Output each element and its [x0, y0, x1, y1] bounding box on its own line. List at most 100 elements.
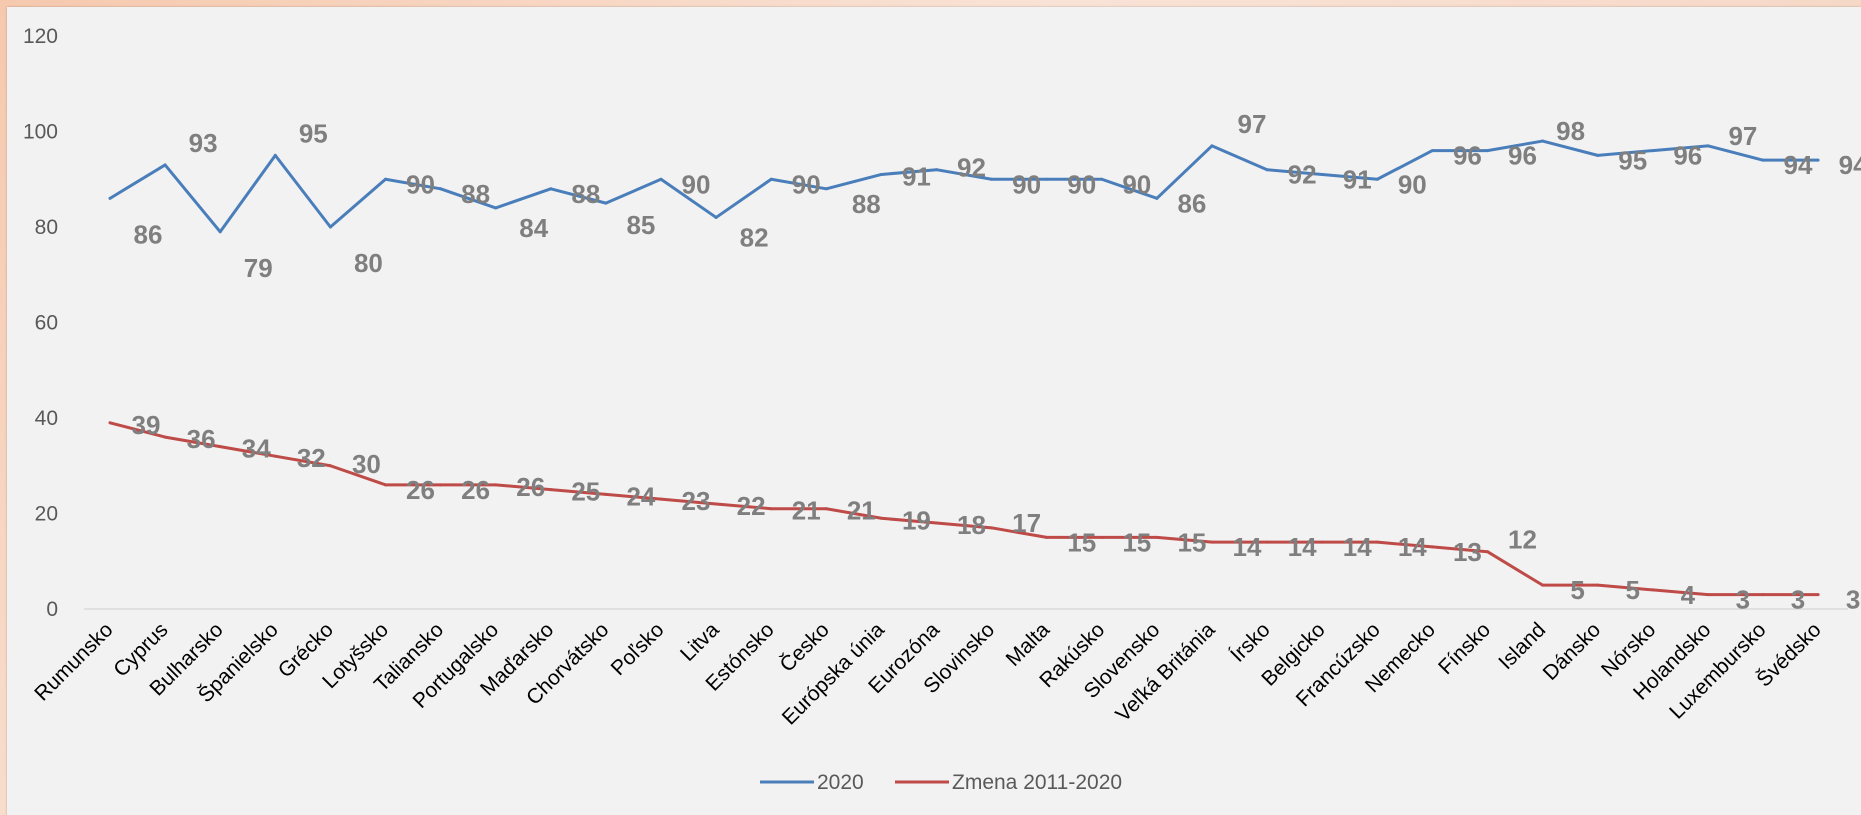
- data-point: [163, 435, 167, 439]
- x-tick-label: Veľká Británia: [1111, 618, 1219, 726]
- data-label: 21: [847, 496, 876, 526]
- data-point: [1210, 144, 1214, 148]
- data-label: 93: [189, 128, 218, 158]
- x-tick-label: Rumunsko: [30, 618, 117, 705]
- data-label: 17: [1012, 508, 1041, 538]
- data-point: [714, 502, 718, 506]
- data-label: 88: [461, 179, 490, 209]
- data-point: [1265, 540, 1269, 544]
- data-point: [824, 507, 828, 511]
- data-point: [273, 153, 277, 157]
- x-tick-label: Írsko: [1226, 618, 1274, 666]
- data-point: [1651, 149, 1655, 153]
- data-point: [1210, 540, 1214, 544]
- data-point: [769, 177, 773, 181]
- data-point: [1486, 550, 1489, 554]
- data-label: 15: [1122, 527, 1151, 557]
- data-label: 79: [244, 253, 273, 283]
- data-label: 94: [1839, 150, 1861, 180]
- data-point: [1320, 540, 1324, 544]
- data-label: 95: [299, 118, 328, 148]
- data-label: 90: [406, 169, 435, 199]
- data-point: [1375, 177, 1379, 181]
- data-point: [1651, 588, 1655, 592]
- data-label: 32: [297, 443, 326, 473]
- data-label: 90: [682, 169, 711, 199]
- data-point: [273, 454, 277, 458]
- data-label: 91: [1343, 164, 1372, 194]
- legend-label: 2020: [817, 771, 864, 794]
- data-point: [1706, 593, 1710, 597]
- data-point: [714, 215, 718, 219]
- data-point: [1265, 168, 1269, 172]
- x-tick-label: Luxembursko: [1665, 618, 1770, 723]
- data-label: 12: [1508, 525, 1537, 555]
- data-label: 30: [352, 449, 381, 479]
- data-point: [1100, 535, 1104, 539]
- data-label: 88: [852, 189, 881, 219]
- data-label: 92: [957, 153, 986, 183]
- data-label: 85: [626, 210, 655, 240]
- data-point: [1541, 583, 1545, 587]
- data-point: [108, 196, 112, 200]
- data-point: [1045, 535, 1049, 539]
- y-tick-label: 0: [46, 598, 58, 621]
- data-label: 14: [1288, 532, 1317, 562]
- data-point: [659, 177, 663, 181]
- data-label: 22: [737, 491, 766, 521]
- data-point: [549, 488, 553, 492]
- series-line-0: [109, 139, 1819, 234]
- data-label: 5: [1570, 575, 1584, 605]
- data-label: 26: [516, 472, 545, 502]
- data-label: 97: [1728, 121, 1757, 151]
- data-label: 86: [134, 219, 163, 249]
- data-point: [1486, 149, 1489, 153]
- data-label: 84: [519, 213, 548, 243]
- data-label: 3: [1846, 585, 1860, 615]
- data-point: [439, 187, 443, 191]
- data-label: 98: [1556, 116, 1585, 146]
- data-label: 23: [682, 486, 711, 516]
- data-label: 95: [1618, 145, 1647, 175]
- data-point: [769, 507, 773, 511]
- data-point: [1100, 177, 1104, 181]
- data-label: 3: [1791, 585, 1805, 615]
- data-label: 19: [902, 505, 931, 535]
- data-point: [990, 526, 994, 530]
- data-label: 34: [242, 434, 271, 464]
- data-label: 14: [1343, 532, 1372, 562]
- data-point: [1155, 535, 1159, 539]
- data-point: [935, 521, 938, 525]
- data-label: 36: [187, 424, 216, 454]
- data-point: [990, 177, 994, 181]
- data-point: [328, 225, 332, 229]
- x-tick-label: Fínsko: [1434, 618, 1495, 679]
- data-label: 18: [957, 510, 986, 540]
- data-point: [494, 206, 498, 210]
- data-point: [384, 483, 387, 487]
- data-point: [1430, 545, 1434, 549]
- y-tick-label: 20: [35, 503, 58, 526]
- data-point: [1155, 196, 1159, 200]
- data-label: 25: [571, 477, 600, 507]
- y-tick-label: 100: [23, 121, 58, 144]
- data-point: [218, 230, 222, 234]
- data-point: [1816, 158, 1820, 162]
- data-point: [1761, 593, 1765, 597]
- legend: 2020 Zmena 2011-2020: [760, 771, 1122, 794]
- data-point: [549, 187, 553, 191]
- y-tick-label: 60: [35, 312, 58, 335]
- data-label: 24: [626, 481, 655, 511]
- data-point: [108, 421, 112, 425]
- data-label: 82: [740, 222, 769, 252]
- data-point: [1541, 139, 1545, 143]
- data-point: [494, 483, 498, 487]
- data-point: [879, 172, 883, 176]
- data-label: 15: [1067, 527, 1096, 557]
- data-point: [1761, 158, 1765, 162]
- data-point: [1816, 593, 1820, 597]
- data-point: [604, 492, 608, 496]
- chart-area: [7, 7, 1861, 815]
- data-label: 86: [1177, 188, 1206, 218]
